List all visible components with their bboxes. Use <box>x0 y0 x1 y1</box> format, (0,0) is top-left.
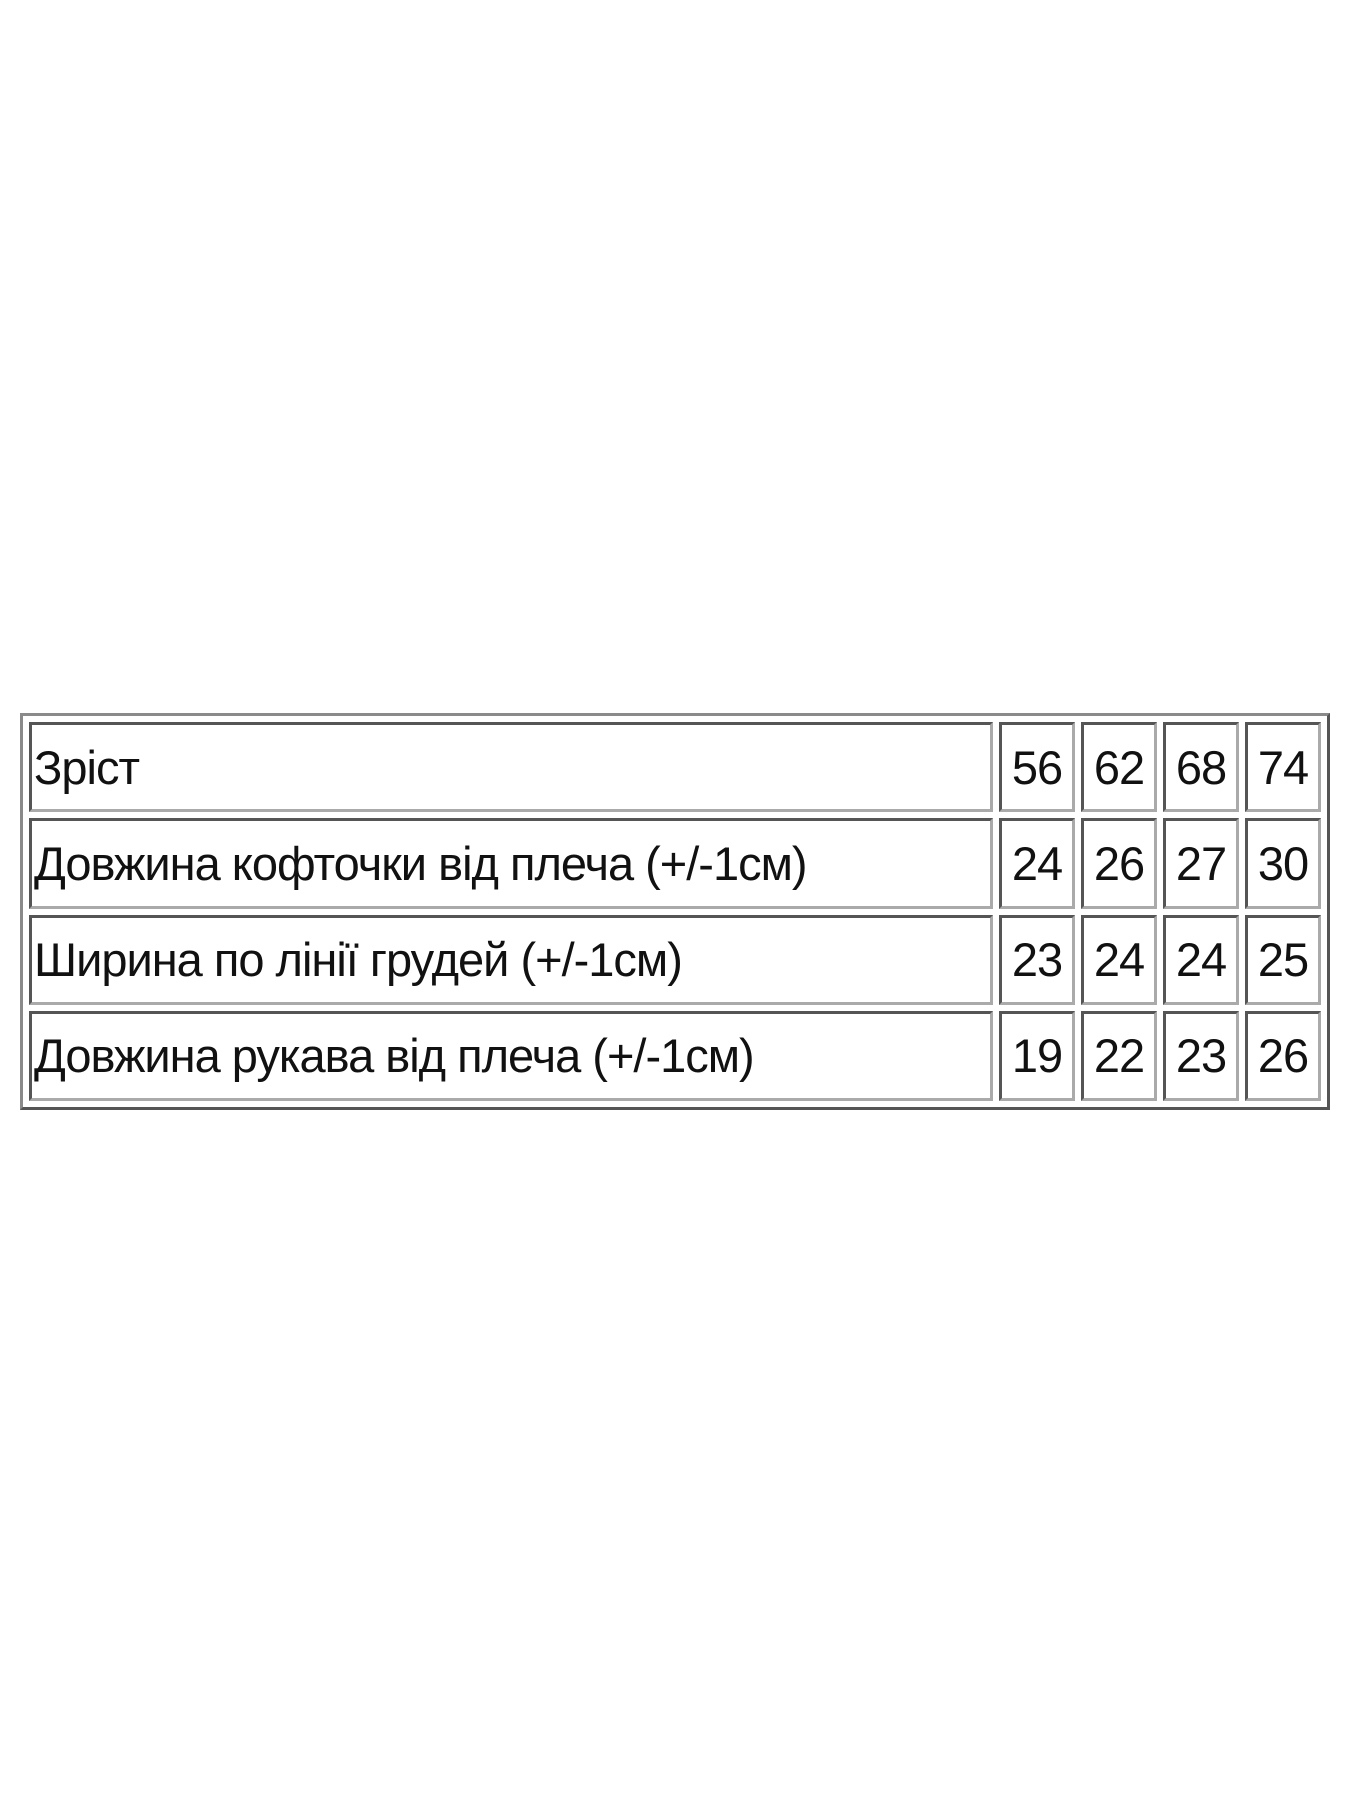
row-label: Довжина рукава від плеча (+/-1см) <box>29 1010 993 1101</box>
row-label: Ширина по лінії грудей (+/-1см) <box>29 914 993 1005</box>
size-value-cell: 74 <box>1245 722 1321 813</box>
table-row: Довжина кофточки від плеча (+/-1см) 24 26 2… <box>29 818 1321 909</box>
size-value-cell: 25 <box>1245 914 1321 1005</box>
size-value-cell: 24 <box>1163 914 1239 1005</box>
size-value-cell: 27 <box>1163 818 1239 909</box>
size-value-cell: 30 <box>1245 818 1321 909</box>
size-value-cell: 26 <box>1245 1010 1321 1101</box>
size-value-cell: 23 <box>1163 1010 1239 1101</box>
table-row: Довжина рукава від плеча (+/-1см) 19 22 23 2… <box>29 1010 1321 1101</box>
size-value-cell: 24 <box>1081 914 1157 1005</box>
size-table: Зріст 56 62 68 74 Довжина кофточки від плеча … <box>20 713 1330 1110</box>
row-label: Зріст <box>29 722 993 813</box>
size-value-cell: 22 <box>1081 1010 1157 1101</box>
size-value-cell: 19 <box>999 1010 1075 1101</box>
size-value-cell: 68 <box>1163 722 1239 813</box>
size-value-cell: 26 <box>1081 818 1157 909</box>
table-row: Зріст 56 62 68 74 <box>29 722 1321 813</box>
size-value-cell: 62 <box>1081 722 1157 813</box>
size-value-cell: 23 <box>999 914 1075 1005</box>
size-value-cell: 24 <box>999 818 1075 909</box>
size-value-cell: 56 <box>999 722 1075 813</box>
table-row: Ширина по лінії грудей (+/-1см) 23 24 24 25 <box>29 914 1321 1005</box>
row-label: Довжина кофточки від плеча (+/-1см) <box>29 818 993 909</box>
